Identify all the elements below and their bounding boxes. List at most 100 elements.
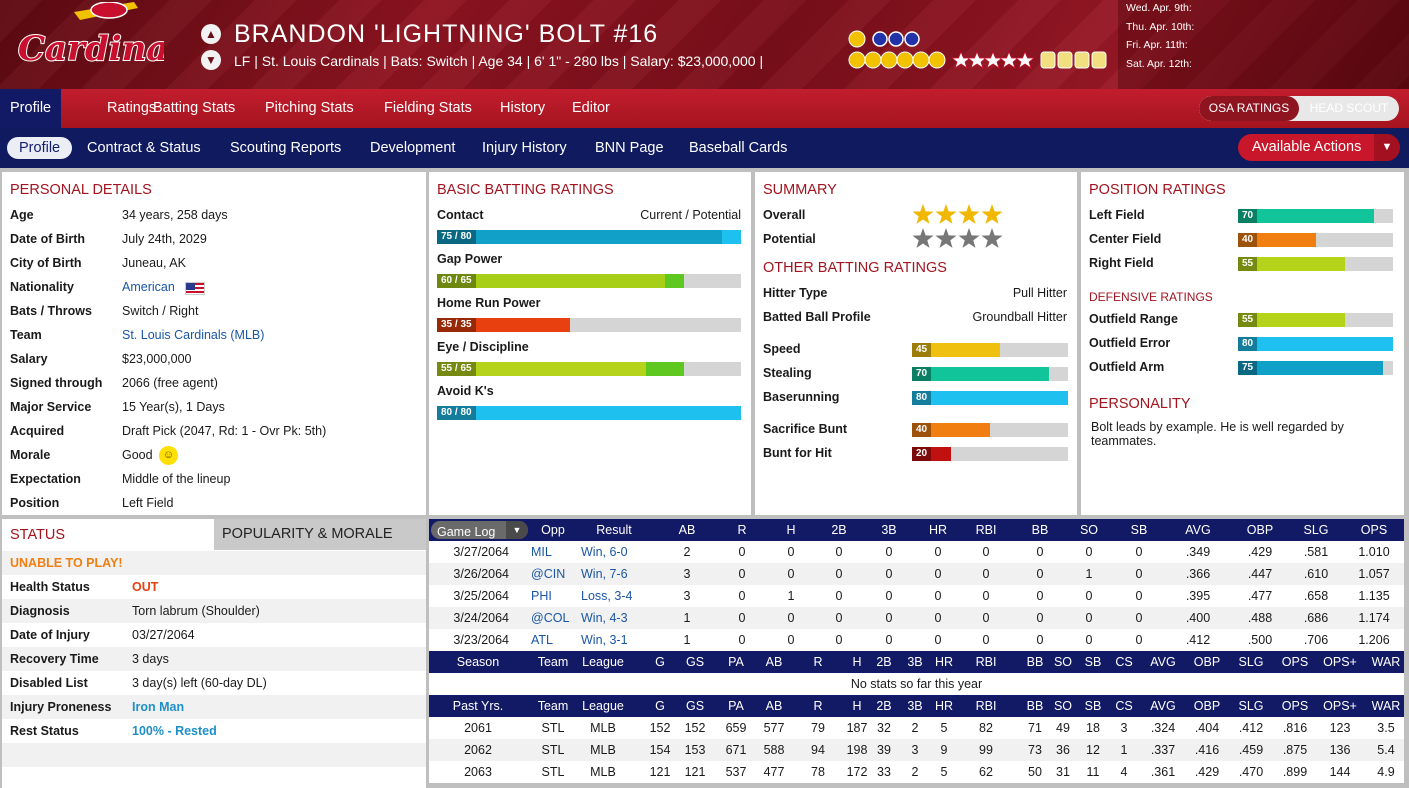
subtab-development[interactable]: Development <box>370 140 456 156</box>
star-icon <box>981 228 1003 248</box>
season-col-r[interactable]: R <box>813 655 823 669</box>
game-log-col-ops[interactable]: OPS <box>1360 523 1388 537</box>
game-log-cell[interactable]: @COL <box>531 611 570 625</box>
season-col-h[interactable]: H <box>852 655 862 669</box>
past-col-ops[interactable]: OPS <box>1281 699 1309 713</box>
season-col-avg[interactable]: AVG <box>1150 655 1176 669</box>
tab-fielding-stats[interactable]: Fielding Stats <box>384 100 472 116</box>
subtab-contract-status[interactable]: Contract & Status <box>87 140 201 156</box>
season-col-ops[interactable]: OPS+ <box>1323 655 1357 669</box>
season-col-ops[interactable]: OPS <box>1281 655 1309 669</box>
past-col-sb[interactable]: SB <box>1084 699 1102 713</box>
tab-popularity-morale[interactable]: POPULARITY & MORALE <box>214 519 426 550</box>
past-col-cs[interactable]: CS <box>1115 699 1133 713</box>
past-col-war[interactable]: WAR <box>1371 699 1401 713</box>
team-value[interactable]: St. Louis Cardinals (MLB) <box>122 328 265 342</box>
game-log-cell[interactable]: ATL <box>531 633 553 647</box>
tab-profile[interactable]: Profile <box>0 89 62 128</box>
past-col-league[interactable]: League <box>582 699 624 713</box>
tab-batting-stats[interactable]: Batting Stats <box>153 100 236 116</box>
game-log-col-hr[interactable]: HR <box>928 523 948 537</box>
tab-ratings[interactable]: Ratings <box>107 100 157 116</box>
game-log-cell[interactable]: Win, 3-1 <box>581 633 628 647</box>
past-col-obp[interactable]: OBP <box>1193 699 1221 713</box>
subtab-scouting-reports[interactable]: Scouting Reports <box>230 140 342 156</box>
previous-player-icon[interactable]: ▲ <box>201 24 221 44</box>
tab-history[interactable]: History <box>500 100 546 116</box>
game-log-cell[interactable]: @CIN <box>531 567 566 581</box>
game-log-cell: 0 <box>835 589 843 603</box>
subtab-baseball-cards[interactable]: Baseball Cards <box>689 140 788 156</box>
past-col-so[interactable]: SO <box>1053 699 1073 713</box>
season-col-slg[interactable]: SLG <box>1238 655 1264 669</box>
past-col-3b[interactable]: 3B <box>907 699 923 713</box>
tab-pitching-stats[interactable]: Pitching Stats <box>265 100 354 116</box>
next-player-icon[interactable]: ▼ <box>201 50 221 70</box>
season-col-sb[interactable]: SB <box>1084 655 1102 669</box>
game-log-cell[interactable]: MIL <box>531 545 552 559</box>
game-log-col-obp[interactable]: OBP <box>1246 523 1274 537</box>
past-col-g[interactable]: G <box>655 699 665 713</box>
game-log-col-opp[interactable]: Opp <box>541 523 565 537</box>
past-col-r[interactable]: R <box>813 699 823 713</box>
game-log-col-avg[interactable]: AVG <box>1185 523 1211 537</box>
game-log-col-slg[interactable]: SLG <box>1303 523 1329 537</box>
subtab-injury-history[interactable]: Injury History <box>482 140 567 156</box>
game-log-col-so[interactable]: SO <box>1079 523 1099 537</box>
past-col-ops[interactable]: OPS+ <box>1323 699 1357 713</box>
game-log-cell[interactable]: PHI <box>531 589 552 603</box>
past-col-h[interactable]: H <box>852 699 862 713</box>
past-col-ab[interactable]: AB <box>765 699 783 713</box>
game-log-dropdown[interactable]: Game Log ▼ <box>431 521 528 539</box>
game-log-cell[interactable]: Win, 6-0 <box>581 545 628 559</box>
subtab-profile[interactable]: Profile <box>7 137 73 159</box>
past-col-rbi[interactable]: RBI <box>975 699 997 713</box>
game-log-cell[interactable]: Win, 4-3 <box>581 611 628 625</box>
game-log-cell[interactable]: Loss, 3-4 <box>581 589 633 603</box>
season-col-season[interactable]: Season <box>456 655 500 669</box>
past-col-team[interactable]: Team <box>537 699 569 713</box>
season-col-3b[interactable]: 3B <box>907 655 923 669</box>
season-col-league[interactable]: League <box>582 655 624 669</box>
osa-ratings-option[interactable]: OSA RATINGS <box>1199 96 1299 121</box>
tab-status[interactable]: STATUS <box>2 519 214 550</box>
season-col-rbi[interactable]: RBI <box>975 655 997 669</box>
game-log-cell: .500 <box>1247 633 1273 647</box>
past-col-gs[interactable]: GS <box>685 699 705 713</box>
available-actions-button[interactable]: Available Actions ▼ <box>1238 134 1400 161</box>
past-col-hr[interactable]: HR <box>934 699 954 713</box>
game-log-col-sb[interactable]: SB <box>1130 523 1148 537</box>
season-col-hr[interactable]: HR <box>934 655 954 669</box>
season-col-obp[interactable]: OBP <box>1193 655 1221 669</box>
season-col-war[interactable]: WAR <box>1371 655 1401 669</box>
past-col-2b[interactable]: 2B <box>876 699 892 713</box>
past-col-bb[interactable]: BB <box>1026 699 1044 713</box>
game-log-cell[interactable]: Win, 7-6 <box>581 567 628 581</box>
game-log-col-3b[interactable]: 3B <box>881 523 897 537</box>
tab-editor[interactable]: Editor <box>572 100 610 116</box>
past-col-past-yrs[interactable]: Past Yrs. <box>452 699 504 713</box>
past-col-pa[interactable]: PA <box>728 699 744 713</box>
season-col-g[interactable]: G <box>655 655 665 669</box>
season-col-gs[interactable]: GS <box>685 655 705 669</box>
head-scout-option[interactable]: HEAD SCOUT <box>1309 101 1389 115</box>
nationality-value[interactable]: American <box>122 280 175 294</box>
season-col-so[interactable]: SO <box>1053 655 1073 669</box>
season-col-team[interactable]: Team <box>537 655 569 669</box>
game-log-col-h[interactable]: H <box>786 523 796 537</box>
season-col-cs[interactable]: CS <box>1115 655 1133 669</box>
season-col-bb[interactable]: BB <box>1026 655 1044 669</box>
game-log-col-result[interactable]: Result <box>596 523 632 537</box>
game-log-col-rbi[interactable]: RBI <box>975 523 997 537</box>
game-log-col-ab[interactable]: AB <box>678 523 696 537</box>
season-col-2b[interactable]: 2B <box>876 655 892 669</box>
season-col-ab[interactable]: AB <box>765 655 783 669</box>
game-log-col-r[interactable]: R <box>737 523 747 537</box>
game-log-col-2b[interactable]: 2B <box>831 523 847 537</box>
ratings-source-toggle[interactable]: OSA RATINGS HEAD SCOUT <box>1199 96 1399 121</box>
game-log-col-bb[interactable]: BB <box>1031 523 1049 537</box>
past-col-slg[interactable]: SLG <box>1238 699 1264 713</box>
past-col-avg[interactable]: AVG <box>1150 699 1176 713</box>
season-col-pa[interactable]: PA <box>728 655 744 669</box>
subtab-bnn-page[interactable]: BNN Page <box>595 140 664 156</box>
